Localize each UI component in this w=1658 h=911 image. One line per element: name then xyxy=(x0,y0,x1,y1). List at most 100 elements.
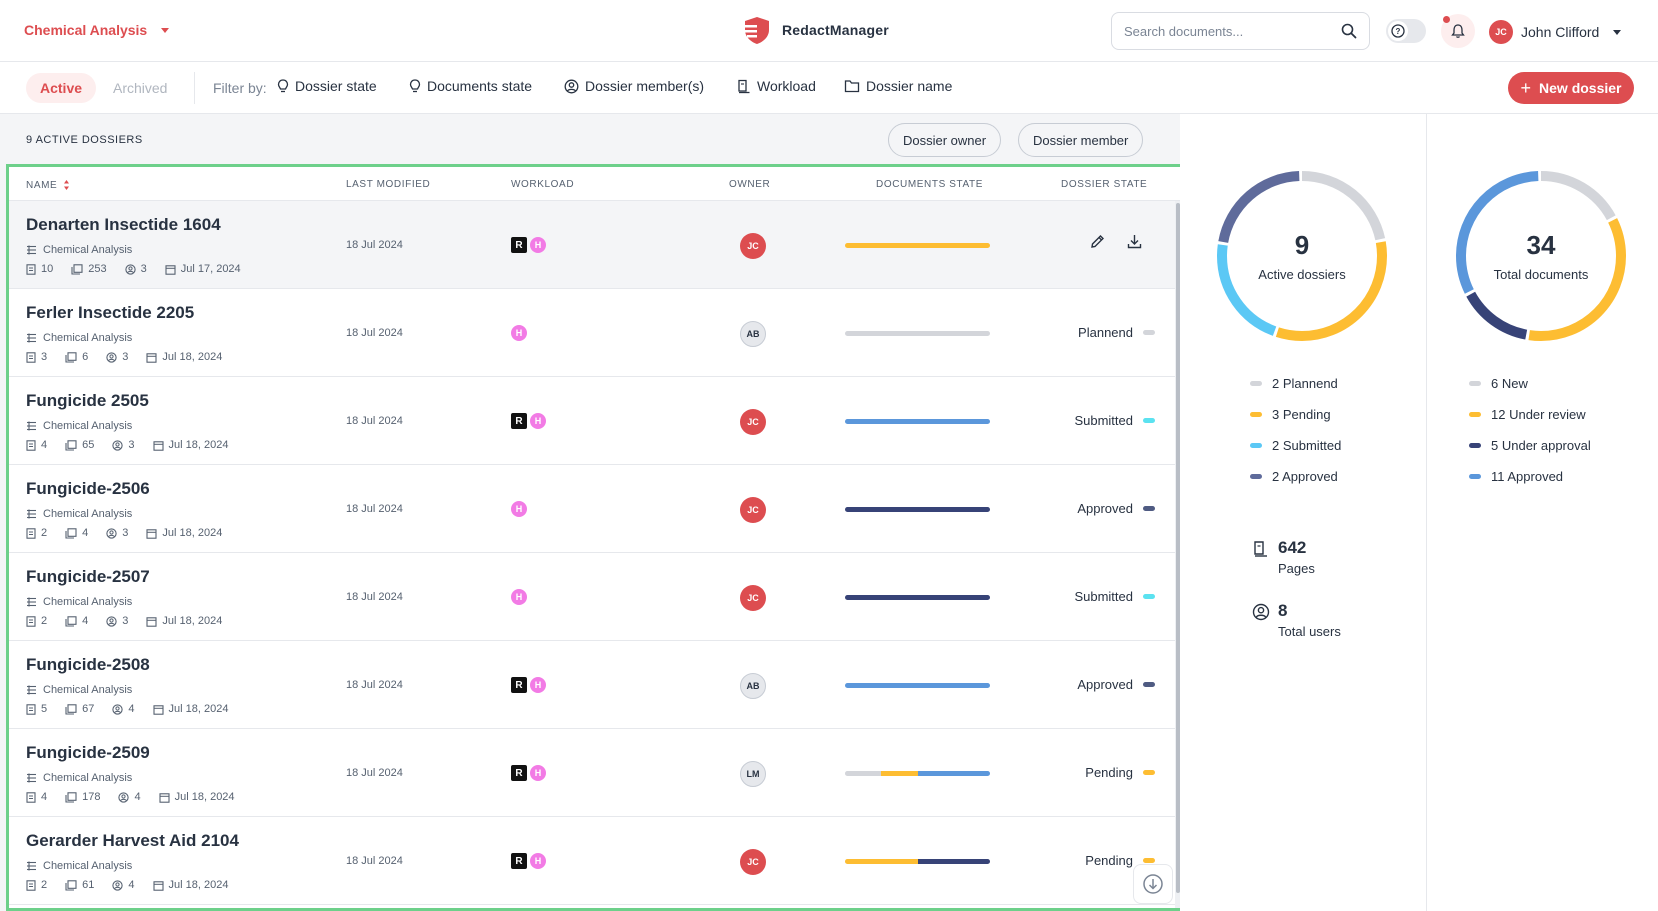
documents-state-segment xyxy=(881,771,918,776)
template-label: Chemical Analysis xyxy=(43,772,133,784)
filter-dossier-name[interactable]: Dossier name xyxy=(844,78,952,94)
user-circle-icon xyxy=(112,703,124,715)
dossier-state-label: Pending xyxy=(1085,765,1133,780)
workload-redaction-badge: R xyxy=(511,237,527,253)
dossier-name[interactable]: Gerarder Harvest Aid 2104 xyxy=(26,831,239,850)
dossier-template: Chemical Analysis xyxy=(26,332,132,344)
table-row[interactable]: Fungicide 2505 Chemical Analysis 4 65 3 Jul 1… xyxy=(9,377,1175,465)
dossier-template: Chemical Analysis xyxy=(26,420,132,432)
legend-item: 6 New xyxy=(1469,374,1591,392)
template-icon xyxy=(27,685,36,695)
documents-state-segment xyxy=(917,771,990,776)
filter-by-label: Filter by: xyxy=(213,80,267,96)
user-avatar: JC xyxy=(1489,20,1513,44)
search-icon[interactable] xyxy=(1341,23,1357,39)
workload-hint-badge: H xyxy=(511,589,527,605)
workspace-select[interactable]: Chemical Analysis xyxy=(24,22,170,38)
document-count: 10 xyxy=(41,263,54,275)
tab-archived[interactable]: Archived xyxy=(113,80,168,96)
users-label: Total users xyxy=(1278,624,1341,639)
template-icon xyxy=(27,861,36,871)
dossier-name[interactable]: Fungicide-2507 xyxy=(26,567,150,586)
table-row[interactable]: Fungicide-2506 Chemical Analysis 2 4 3 Jul 18… xyxy=(9,465,1175,553)
created-date: Jul 18, 2024 xyxy=(168,439,229,451)
owner-avatar: AB xyxy=(740,321,766,347)
table-row[interactable]: Denarten Insectide 1604 Chemical Analysis… xyxy=(9,201,1175,289)
last-modified: 18 Jul 2024 xyxy=(346,327,403,339)
workload: H xyxy=(511,501,527,517)
quick-filter-dossier-owner[interactable]: Dossier owner xyxy=(888,123,1002,157)
user-name: John Clifford xyxy=(1521,24,1600,40)
tab-active[interactable]: Active xyxy=(26,73,97,103)
filter-label: Workload xyxy=(757,78,816,94)
user-circle-icon xyxy=(112,879,124,891)
dossier-state-label: Pending xyxy=(1085,853,1133,868)
dossier-state-label: Approved xyxy=(1077,677,1133,692)
workload-hint-badge: H xyxy=(530,237,546,253)
new-dossier-button[interactable]: + New dossier xyxy=(1508,72,1634,104)
owner-avatar: JC xyxy=(740,233,766,259)
document-count: 2 xyxy=(41,527,48,539)
search-input[interactable] xyxy=(1124,23,1341,39)
scrollbar-thumb[interactable] xyxy=(1176,203,1180,893)
pages-icon xyxy=(1254,541,1267,557)
notifications-button[interactable] xyxy=(1441,14,1475,48)
table-row[interactable]: Gerarder Harvest Aid 2104 Chemical Analys… xyxy=(9,817,1175,905)
download-icon[interactable] xyxy=(1126,233,1143,250)
user-circle-icon xyxy=(118,791,130,803)
documents-state-bar xyxy=(845,595,990,600)
filter-dossier-members[interactable]: Dossier member(s) xyxy=(564,78,704,94)
column-name[interactable]: NAME xyxy=(26,179,70,191)
member-count: 3 xyxy=(122,527,129,539)
scrollbar[interactable] xyxy=(1175,201,1181,908)
legend-label: 12 Under review xyxy=(1491,406,1586,422)
column-last-modified[interactable]: LAST MODIFIED xyxy=(346,179,431,190)
table-row[interactable]: Fungicide-2509 Chemical Analysis 4 178 4 Jul … xyxy=(9,729,1175,817)
dossier-name[interactable]: Fungicide-2508 xyxy=(26,655,150,674)
legend-label: 2 Plannend xyxy=(1272,375,1338,391)
dossier-state-label: Submitted xyxy=(1074,589,1133,604)
filter-workload[interactable]: Workload xyxy=(737,78,816,94)
dossier-name[interactable]: Denarten Insectide 1604 xyxy=(26,215,221,234)
template-label: Chemical Analysis xyxy=(43,508,133,520)
legend-item: 12 Under review xyxy=(1469,405,1591,423)
scroll-to-bottom-button[interactable] xyxy=(1133,864,1173,904)
workload-hint-badge: H xyxy=(530,765,546,781)
dossier-count: 9 ACTIVE DOSSIERS xyxy=(26,134,143,146)
dossier-name[interactable]: Fungicide-2509 xyxy=(26,743,150,762)
dossier-stats: 2 4 3 Jul 18, 2024 xyxy=(26,527,222,539)
help-mode-toggle[interactable]: ? xyxy=(1386,19,1426,43)
dossier-stats: 2 4 3 Jul 18, 2024 xyxy=(26,615,222,627)
plus-icon: + xyxy=(1520,78,1532,98)
calendar-icon xyxy=(146,528,157,539)
dossier-state: Pending xyxy=(1085,765,1155,780)
table-row[interactable]: Fungicide-2507 Chemical Analysis 2 4 3 Jul 18… xyxy=(9,553,1175,641)
dossier-name[interactable]: Fungicide-2506 xyxy=(26,479,150,498)
document-count: 5 xyxy=(41,703,48,715)
table-row[interactable]: Fungicide-2508 Chemical Analysis 5 67 4 Jul 1… xyxy=(9,641,1175,729)
calendar-icon xyxy=(152,440,164,451)
legend-swatch xyxy=(1250,411,1262,417)
legend-label: 6 New xyxy=(1491,375,1528,391)
table-row[interactable]: Ferler Insectide 2205 Chemical Analysis 3 6… xyxy=(9,289,1175,377)
filter-label: Documents state xyxy=(427,78,533,94)
search-box[interactable] xyxy=(1111,12,1370,50)
dossier-name[interactable]: Ferler Insectide 2205 xyxy=(26,303,195,322)
chevron-down-icon xyxy=(1613,29,1622,35)
dossier-list-panel: 9 ACTIVE DOSSIERS Dossier owner Dossier … xyxy=(0,114,1184,911)
dossier-stats: 3 6 3 Jul 18, 2024 xyxy=(26,351,222,363)
app-logo[interactable]: RedactManager xyxy=(742,15,889,45)
edit-icon[interactable] xyxy=(1089,233,1106,250)
user-menu[interactable]: JC John Clifford xyxy=(1489,20,1622,44)
pages-metric: 642 Pages xyxy=(1252,538,1315,576)
dossier-name[interactable]: Fungicide 2505 xyxy=(26,391,149,410)
dossier-template: Chemical Analysis xyxy=(26,772,132,784)
member-count: 3 xyxy=(122,615,129,627)
legend-label: 5 Under approval xyxy=(1491,437,1591,453)
column-documents-state: DOCUMENTS STATE xyxy=(876,179,983,190)
filter-dossier-state[interactable]: Dossier state xyxy=(277,78,377,94)
quick-filter-dossier-member[interactable]: Dossier member xyxy=(1018,123,1144,157)
filter-documents-state[interactable]: Documents state xyxy=(409,78,532,94)
